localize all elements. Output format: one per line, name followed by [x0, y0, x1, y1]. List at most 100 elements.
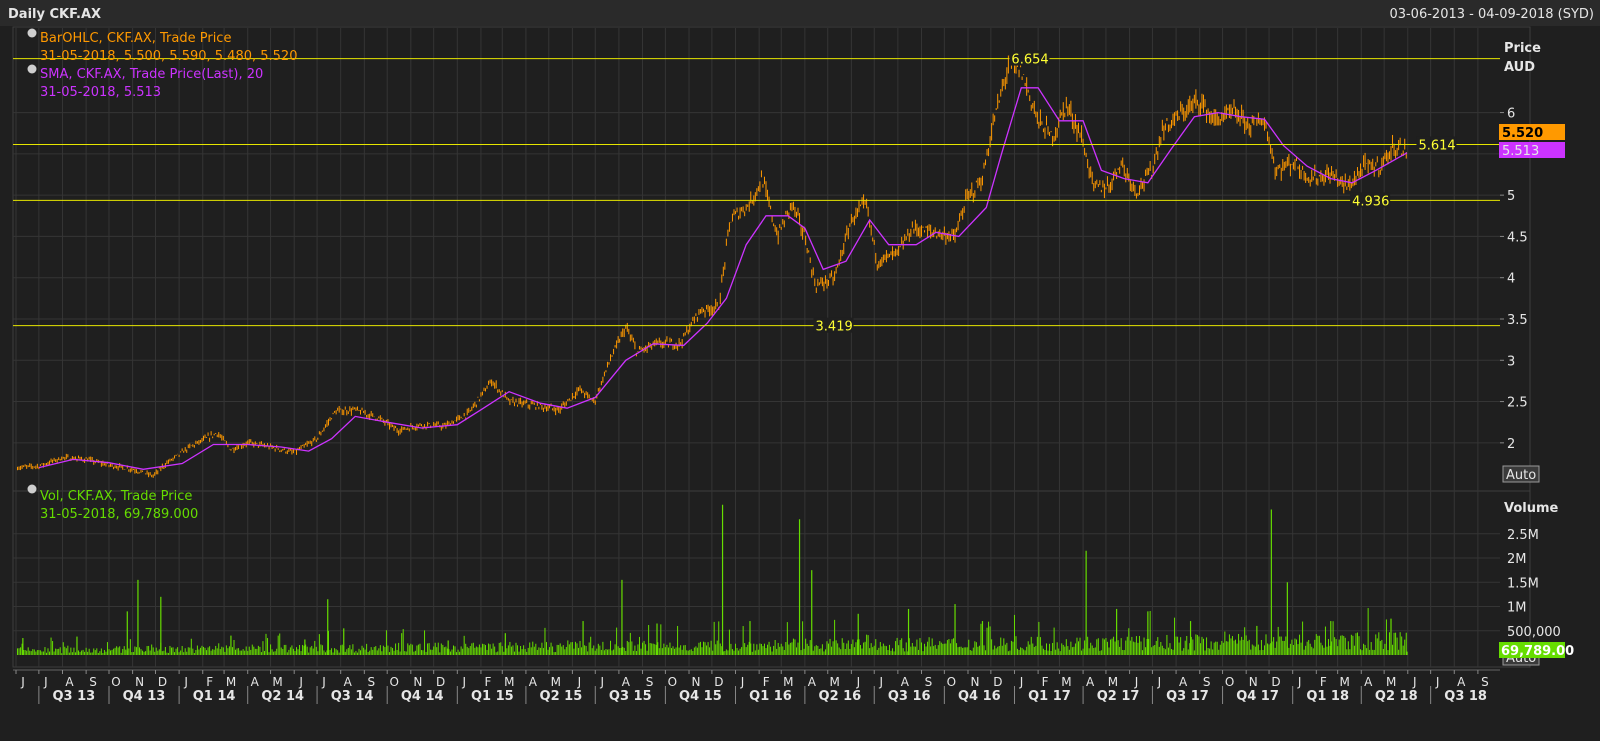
price-auto-label: Auto: [1506, 468, 1536, 483]
month-label: O: [1225, 675, 1234, 689]
reference-label: 3.419: [816, 320, 853, 335]
volume-tick-label: 1.5M: [1507, 576, 1539, 591]
reference-label-bg: [1416, 136, 1457, 152]
month-label: M: [1061, 675, 1071, 689]
reference-lines: 6.654 5.614 4.936 3.419: [13, 50, 1500, 335]
quarter-label: Q4 16: [958, 689, 1001, 704]
month-label: A: [808, 675, 817, 689]
month-label: A: [1086, 675, 1095, 689]
month-label: J: [1157, 675, 1162, 689]
quarter-label: Q1 15: [471, 689, 514, 704]
month-label: S: [1203, 675, 1211, 689]
month-label: D: [436, 675, 445, 689]
legend-toggle-icon[interactable]: [27, 64, 37, 74]
quarter-label: Q1 17: [1028, 689, 1071, 704]
month-label: M: [504, 675, 514, 689]
quarter-label: Q2 16: [819, 689, 862, 704]
quarter-label: Q3 14: [331, 689, 374, 704]
month-label: J: [1019, 675, 1024, 689]
quarter-label: Q4 15: [679, 689, 722, 704]
month-label: D: [1271, 675, 1280, 689]
quarter-label: Q4 17: [1236, 689, 1279, 704]
month-label: M: [272, 675, 282, 689]
price-axis-label: Price: [1504, 41, 1541, 56]
price-axis-ticks: 2 2.5 3 3.5 4 4.5 5 6: [1500, 107, 1528, 452]
month-label: M: [1339, 675, 1349, 689]
quarter-label: Q4 14: [401, 689, 444, 704]
reference-label-bg: [1350, 192, 1391, 208]
month-label: J: [462, 675, 467, 689]
month-label: N: [970, 675, 979, 689]
month-label: M: [1386, 675, 1396, 689]
volume-axis-label: Volume: [1504, 501, 1559, 516]
legend-volume-label: Vol, CKF.AX, Trade Price: [40, 489, 192, 504]
volume-axis-ticks: 500,000 1M 1.5M 2M 2.5M: [1507, 528, 1561, 640]
price-tick-label: 6: [1507, 107, 1515, 122]
quarter-label: Q2 17: [1097, 689, 1140, 704]
quarter-label: Q3 16: [888, 689, 931, 704]
month-label: F: [763, 675, 770, 689]
month-label: A: [529, 675, 538, 689]
month-label: M: [1108, 675, 1118, 689]
sma-line: [38, 87, 1408, 470]
volume-tick-label: 1M: [1507, 601, 1527, 616]
quarter-label: Q4 13: [123, 689, 166, 704]
price-tick-label: 2.5: [1507, 396, 1528, 411]
quarter-label: Q3 17: [1166, 689, 1209, 704]
month-label: J: [1412, 675, 1417, 689]
month-label: N: [1249, 675, 1258, 689]
month-label: F: [206, 675, 213, 689]
month-label: J: [599, 675, 604, 689]
last-price-marker: [1499, 124, 1565, 140]
month-label: N: [692, 675, 701, 689]
month-label: M: [226, 675, 236, 689]
quarter-label: Q3 18: [1444, 689, 1487, 704]
price-auto-button[interactable]: [1502, 465, 1540, 483]
month-label: J: [20, 675, 25, 689]
reference-label: 4.936: [1352, 194, 1389, 209]
quarter-label: Q3 15: [609, 689, 652, 704]
legend-ohlc-label: BarOHLC, CKF.AX, Trade Price: [40, 31, 231, 46]
month-label: M: [551, 675, 561, 689]
volume-pane[interactable]: [12, 490, 1531, 668]
month-label: D: [158, 675, 167, 689]
date-range: 03-06-2013 - 04-09-2018 (SYD): [1389, 7, 1594, 22]
month-label: J: [1435, 675, 1440, 689]
month-label: S: [646, 675, 654, 689]
volume-bars: [17, 504, 1408, 655]
price-tick-label: 4: [1507, 272, 1515, 287]
last-volume-value: 69,789.00: [1501, 644, 1574, 659]
legend-toggle-icon[interactable]: [27, 484, 37, 494]
month-label: O: [668, 675, 677, 689]
price-tick-label: 3.5: [1507, 313, 1528, 328]
month-label: O: [389, 675, 398, 689]
month-label: D: [714, 675, 723, 689]
price-tick-label: 5: [1507, 189, 1515, 204]
month-label: N: [413, 675, 422, 689]
month-label: S: [368, 675, 376, 689]
reference-label-bg: [1009, 50, 1050, 66]
month-label: J: [1297, 675, 1302, 689]
legend-toggle-icon[interactable]: [27, 28, 37, 38]
month-label: A: [251, 675, 260, 689]
quarter-label: Q1 16: [749, 689, 792, 704]
quarter-label: Q2 14: [261, 689, 304, 704]
month-label: A: [1457, 675, 1466, 689]
price-tick-label: 4.5: [1507, 230, 1528, 245]
reference-label-bg: [813, 317, 854, 333]
month-label: F: [1320, 675, 1327, 689]
month-label: S: [925, 675, 933, 689]
chart-title: Daily CKF.AX: [8, 7, 101, 22]
price-tick-label: 3: [1507, 354, 1515, 369]
month-label: A: [65, 675, 74, 689]
month-label: O: [947, 675, 956, 689]
quarter-label: Q2 15: [540, 689, 583, 704]
quarter-label: Q2 18: [1375, 689, 1418, 704]
quarter-label: Q1 14: [193, 689, 236, 704]
reference-label: 5.614: [1418, 138, 1455, 153]
volume-tick-label: 2.5M: [1507, 528, 1539, 543]
month-label: M: [783, 675, 793, 689]
month-label: J: [878, 675, 883, 689]
